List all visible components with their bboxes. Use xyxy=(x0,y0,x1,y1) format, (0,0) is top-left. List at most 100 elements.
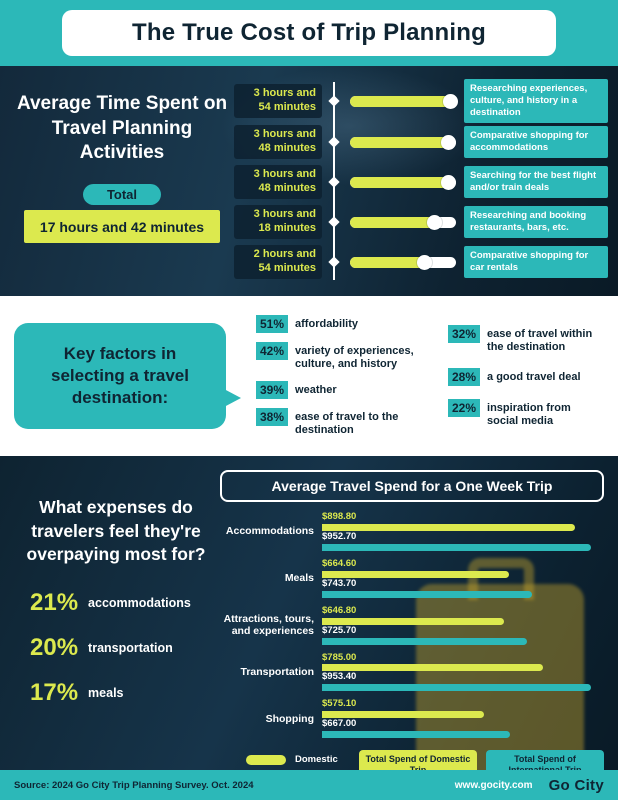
spend-chart: Average Travel Spend for a One Week Trip… xyxy=(220,470,608,770)
factor-label: a good travel deal xyxy=(487,370,581,383)
axis-marker-icon xyxy=(328,256,340,268)
international-value-label: $743.70 xyxy=(322,577,357,589)
axis-marker-icon xyxy=(328,176,340,188)
domestic-value-label: $898.80 xyxy=(322,511,357,522)
page-title: The True Cost of Trip Planning xyxy=(131,19,486,46)
time-bar xyxy=(350,254,456,270)
spend-category-label: Shopping xyxy=(265,712,314,725)
domestic-value-label: $664.60 xyxy=(322,557,357,569)
spend-category-label: Accommodations xyxy=(225,525,314,538)
bar-end-dot-icon xyxy=(427,214,443,230)
key-factors-speech-bubble: Key factors in selecting a travel destin… xyxy=(14,322,241,430)
factor-label: ease of travel within the destination xyxy=(487,328,593,354)
domestic-bar xyxy=(322,570,510,578)
domestic-bar xyxy=(322,664,544,672)
domestic-value-label: $646.80 xyxy=(322,604,357,616)
factors-column-1: 51% affordability 42% variety of experie… xyxy=(256,315,432,437)
gocity-logo: Go City xyxy=(548,776,604,794)
chart-footer: Domestic International Total Spend of Do… xyxy=(220,750,604,770)
time-bar-chart: 3 hours and 54 minutes Researching exper… xyxy=(234,78,610,284)
factor-percent-badge: 39% xyxy=(256,380,289,399)
time-value-label: 3 hours and 54 minutes xyxy=(234,84,322,118)
activity-description: Comparative shopping for car rentals xyxy=(464,246,608,278)
spend-chart-title: Average Travel Spend for a One Week Trip xyxy=(220,470,604,502)
time-value-label: 3 hours and 48 minutes xyxy=(234,165,322,199)
international-bar xyxy=(322,637,527,645)
time-section-left: Average Time Spent on Travel Planning Ac… xyxy=(10,78,234,284)
overpay-percent: 17% xyxy=(30,678,79,706)
time-bar-fill xyxy=(350,93,459,109)
factor-percent-badge: 51% xyxy=(256,315,289,334)
spend-chart-rows: Accommodations $898.80 $952.70 Meals $66… xyxy=(220,511,604,739)
factor-percent-badge: 38% xyxy=(256,407,289,426)
domestic-value-label: $785.00 xyxy=(322,651,357,663)
international-value-label: $952.70 xyxy=(322,530,357,542)
total-spend-boxes: Total Spend of Domestic Trip $3,570.30 T… xyxy=(344,750,604,770)
bar-end-dot-icon xyxy=(440,174,456,190)
axis-marker-icon xyxy=(328,95,340,107)
legend-item-domestic: Domestic xyxy=(246,754,344,765)
international-value-label: $725.70 xyxy=(322,624,357,636)
total-label-badge: Total xyxy=(82,184,162,206)
spend-category-label: Transportation xyxy=(240,665,314,678)
axis-marker-icon xyxy=(328,136,340,148)
time-bar-fill xyxy=(350,134,456,150)
overpay-item: 17% meals xyxy=(30,679,220,707)
spend-bar-pair: $785.00 $953.40 xyxy=(322,651,604,692)
bar-end-dot-icon xyxy=(440,134,456,150)
total-time-value: 17 hours and 42 minutes xyxy=(23,210,221,244)
spend-bar-pair: $664.60 $743.70 xyxy=(322,557,604,598)
activity-description: Researching and booking restaurants, bar… xyxy=(464,206,608,238)
time-spent-section: Average Time Spent on Travel Planning Ac… xyxy=(0,66,618,296)
domestic-swatch-icon xyxy=(246,754,286,765)
time-value-label: 3 hours and 48 minutes xyxy=(234,125,322,159)
factor-label: ease of travel to the destination xyxy=(295,410,399,436)
time-value-label: 3 hours and 18 minutes xyxy=(234,205,322,239)
header: The True Cost of Trip Planning xyxy=(0,0,618,66)
international-value-label: $667.00 xyxy=(322,718,357,730)
time-row: 3 hours and 48 minutes Comparative shopp… xyxy=(234,122,610,162)
overpay-label: meals xyxy=(88,685,124,700)
chart-legend: Domestic International xyxy=(220,750,344,770)
factor-item: 38% ease of travel to the destination xyxy=(256,407,432,437)
source-text: Source: 2024 Go City Trip Planning Surve… xyxy=(14,779,254,791)
time-value-label: 2 hours and 54 minutes xyxy=(234,245,322,279)
total-domestic-box: Total Spend of Domestic Trip $3,570.30 xyxy=(359,750,477,770)
international-bar xyxy=(322,684,591,692)
domestic-bar xyxy=(322,711,485,719)
overpay-item: 21% accommodations xyxy=(30,589,220,617)
spend-bar-pair: $898.80 $952.70 xyxy=(322,511,604,551)
footer-right: www.gocity.com Go City xyxy=(455,777,604,794)
factor-percent-badge: 28% xyxy=(448,367,481,386)
time-bar xyxy=(350,93,459,109)
overpay-panel: What expenses do travelers feel they're … xyxy=(12,470,220,764)
overpay-label: transportation xyxy=(88,640,173,655)
factor-label: inspiration from social media xyxy=(487,401,571,427)
time-bar-fill xyxy=(350,174,456,190)
suitcase-photo xyxy=(416,584,584,770)
spend-bar-pair: $575.10 $667.00 xyxy=(322,698,604,739)
activity-description: Searching for the best flight and/or tra… xyxy=(464,166,608,198)
time-bar-fill xyxy=(350,254,432,270)
total-international-header: Total Spend of International Trip xyxy=(486,750,604,770)
total-domestic-header: Total Spend of Domestic Trip xyxy=(359,750,477,770)
total-international-box: Total Spend of International Trip $4,042… xyxy=(486,750,604,770)
time-section-heading: Average Time Spent on Travel Planning Ac… xyxy=(16,93,228,164)
factor-percent-badge: 22% xyxy=(448,398,481,417)
spend-row: Transportation $785.00 $953.40 xyxy=(220,651,604,692)
overpay-label: accommodations xyxy=(88,595,191,610)
suitcase-handle xyxy=(468,558,534,600)
factor-item: 22% inspiration from social media xyxy=(448,398,598,428)
factor-item: 32% ease of travel within the destinatio… xyxy=(448,325,598,354)
domestic-value-label: $575.10 xyxy=(322,698,357,710)
factor-percent-badge: 42% xyxy=(256,342,289,361)
website-link[interactable]: www.gocity.com xyxy=(454,779,533,791)
domestic-bar xyxy=(322,523,576,531)
factor-item: 28% a good travel deal xyxy=(448,367,598,386)
spend-row: Attractions, tours, and experiences $646… xyxy=(220,604,604,645)
factor-item: 42% variety of experiences, culture, and… xyxy=(256,342,432,371)
time-bar xyxy=(350,174,456,190)
axis-marker-icon xyxy=(328,216,340,228)
key-factors-section: Key factors in selecting a travel destin… xyxy=(0,296,618,456)
